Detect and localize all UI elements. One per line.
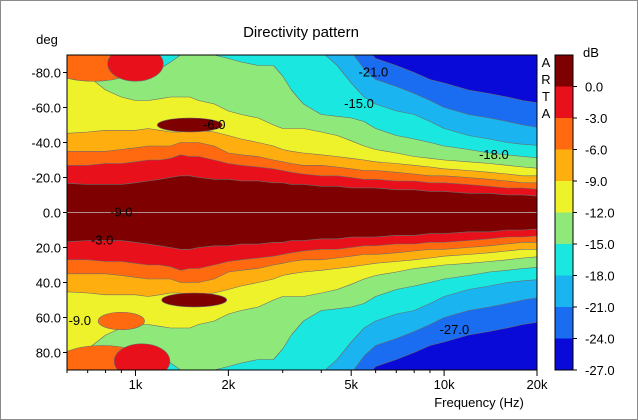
colorbar-swatch — [555, 212, 573, 244]
contour-label: -27.0 — [440, 322, 470, 337]
colorbar-swatch — [555, 307, 573, 339]
y-tick-label: 60.0 — [36, 311, 61, 326]
contour-label: -6.0 — [203, 117, 225, 132]
island--3.0 — [161, 292, 228, 308]
contour-label: -9.0 — [69, 313, 91, 328]
colorbar-label: -9.0 — [585, 174, 607, 189]
chart-title: Directivity pattern — [243, 24, 359, 41]
plot-axes: 1k 2k 5k 10k 20k -80.0 -60.0 -40.0 -20.0 0.0 20.0 4… — [31, 54, 548, 392]
island--6.0 — [113, 343, 171, 370]
colorbar-swatch — [555, 338, 573, 370]
y-tick-label: 40.0 — [36, 276, 61, 291]
colorbar-label: -18.0 — [585, 269, 615, 284]
colorbar-label: 0.0 — [585, 80, 603, 95]
colorbar-label: -12.0 — [585, 206, 615, 221]
colorbar-swatch — [555, 86, 573, 118]
y-tick-label: -60.0 — [31, 101, 61, 116]
island--9.0 — [97, 311, 145, 331]
colorbar-swatch — [555, 275, 573, 307]
contour-label: -9.0 — [110, 205, 132, 220]
contour-label: -21.0 — [359, 65, 389, 80]
contour-plot — [67, 55, 537, 370]
y-tick-label: -40.0 — [31, 136, 61, 151]
colorbar-label: -3.0 — [585, 111, 607, 126]
colorbar-swatch — [555, 149, 573, 181]
x-tick-label: 2k — [222, 377, 236, 392]
contour-labels: -21.0 -15.0 -6.0 -18.0 -9.0 -3.0 -9.0 -27.0 — [69, 65, 509, 337]
y-tick-label: 20.0 — [36, 241, 61, 256]
y-tick-label: -20.0 — [31, 171, 61, 186]
watermark-letter: R — [541, 72, 550, 87]
y-tick-label: -80.0 — [31, 66, 61, 81]
contour-label: -3.0 — [91, 233, 113, 248]
x-tick-label: 10k — [434, 377, 455, 392]
contour-bands — [67, 55, 537, 370]
colorbar-label: -24.0 — [585, 332, 615, 347]
x-tick-label: 20k — [527, 377, 548, 392]
watermark-letter: A — [542, 106, 551, 121]
island--3.0 — [156, 117, 223, 133]
colorbar-swatch — [555, 181, 573, 213]
watermark-letter: T — [542, 89, 550, 104]
colorbar-label: -21.0 — [585, 300, 615, 315]
colorbar-label: -27.0 — [585, 363, 615, 378]
y-tick-label: 0.0 — [43, 206, 61, 221]
contour-label: -15.0 — [344, 96, 374, 111]
y-tick-label: 80.0 — [36, 346, 61, 361]
island--6.0 — [107, 55, 164, 82]
colorbar-unit: dB — [583, 45, 599, 60]
x-tick-label: 1k — [129, 377, 143, 392]
colorbar-swatch — [555, 118, 573, 150]
colorbar: dB 0.0 -3.0 -6.0 -9.0 -12.0 -15.0 -18.0 -21.0 -24… — [554, 45, 615, 378]
colorbar-swatch — [555, 244, 573, 276]
colorbar-swatch — [555, 55, 573, 87]
y-axis-label: deg — [36, 32, 58, 47]
colorbar-label: -15.0 — [585, 237, 615, 252]
watermark-letter: A — [542, 55, 551, 70]
x-axis-label: Frequency (Hz) — [434, 395, 524, 410]
x-tick-label: 5k — [344, 377, 358, 392]
contour-label: -18.0 — [479, 147, 509, 162]
colorbar-label: -6.0 — [585, 143, 607, 158]
